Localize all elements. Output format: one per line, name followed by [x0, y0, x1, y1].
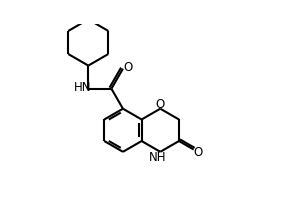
Text: NH: NH [148, 151, 166, 164]
Text: HN: HN [74, 81, 92, 94]
Text: O: O [156, 98, 165, 111]
Text: O: O [194, 146, 203, 159]
Text: O: O [124, 61, 133, 74]
